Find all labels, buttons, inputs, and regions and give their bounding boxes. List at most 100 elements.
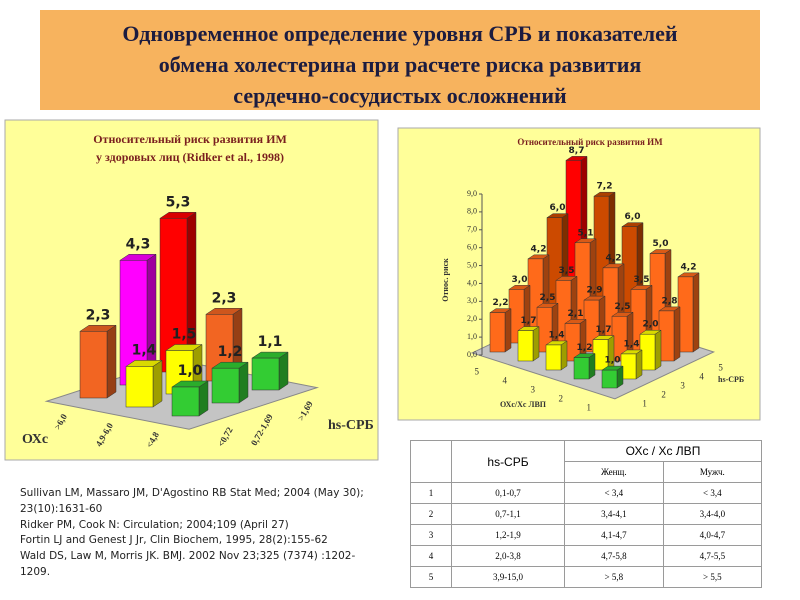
y-axis-label: Относ. риск xyxy=(441,258,450,302)
value-label: 6,0 xyxy=(550,203,566,213)
value-label: 4,2 xyxy=(606,253,622,263)
cell: 3 xyxy=(410,524,452,546)
bar xyxy=(125,366,154,408)
cell: 1,2-1,9 xyxy=(451,524,565,546)
title-line: Одновременное определение уровня СРБ и п… xyxy=(122,21,677,46)
bar xyxy=(601,369,618,389)
value-label: 2,1 xyxy=(568,309,584,319)
value-label: 2,5 xyxy=(540,293,556,303)
value-label: 6,0 xyxy=(625,212,641,222)
bar xyxy=(171,386,200,417)
chart-title: у здоровых лиц (Ridker et al., 1998) xyxy=(96,150,284,164)
chart-title: Относительный риск развития ИМ xyxy=(517,137,663,147)
value-label: 2,3 xyxy=(86,307,111,323)
value-label: 1,4 xyxy=(132,342,157,358)
cell: 4,1-4,7 xyxy=(564,524,664,546)
value-label: 5,1 xyxy=(578,228,594,238)
value-label: 2,0 xyxy=(643,320,659,330)
y-tick-label: 8,0 xyxy=(467,207,477,216)
bar-side xyxy=(106,324,117,399)
cell: 4,7-5,5 xyxy=(662,545,763,567)
cell: 4 xyxy=(410,545,452,567)
value-label: 1,2 xyxy=(218,344,243,360)
depth-tick-label: 1 xyxy=(642,398,647,408)
chart-title: Относительный риск развития ИМ xyxy=(93,132,287,146)
value-label: 1,0 xyxy=(178,363,203,379)
header-cell: ОХс / Хс ЛВП xyxy=(564,440,762,462)
value-label: 2,3 xyxy=(212,290,237,306)
references: Sullivan LM, Massaro JM, D'Agostino RB S… xyxy=(20,486,382,581)
value-label: 5,3 xyxy=(166,194,191,210)
value-label: 1,7 xyxy=(596,325,612,335)
value-label: 1,4 xyxy=(549,330,565,340)
y-tick-label: 9,0 xyxy=(467,189,477,198)
depth-tick-label: 2 xyxy=(661,389,666,399)
reference: Wald DS, Law M, Morris JK. BMJ. 2002 Nov… xyxy=(20,550,356,578)
value-label: 3,5 xyxy=(559,266,575,276)
cell: 2 xyxy=(410,503,452,525)
bar xyxy=(489,312,506,353)
y-tick-label: 2,0 xyxy=(467,314,477,323)
cell: 2,0-3,8 xyxy=(451,545,565,567)
cell: > 5,8 xyxy=(564,566,664,588)
title-line: сердечно-сосудистых осложнений xyxy=(233,83,567,108)
header-cell: hs-СРБ xyxy=(451,440,565,483)
x-axis-label: ОХс/Хс ЛВП xyxy=(500,400,547,409)
x-tick-label: 4 xyxy=(502,375,507,385)
bar xyxy=(573,357,590,380)
bar xyxy=(545,344,562,371)
bar-side xyxy=(588,353,596,380)
value-label: 4,2 xyxy=(681,262,697,272)
cell: < 3,4 xyxy=(662,482,763,504)
bar xyxy=(211,367,240,404)
cell: > 5,5 xyxy=(662,566,763,588)
bar-side xyxy=(654,329,662,371)
x-tick-label: 5 xyxy=(474,366,479,376)
y-tick-label: 4,0 xyxy=(467,278,477,287)
depth-tick-label: 4 xyxy=(699,371,704,381)
cell: 3,9-15,0 xyxy=(451,566,565,588)
x-tick-label: 2 xyxy=(558,393,563,403)
y-tick-label: 0,0 xyxy=(467,350,477,359)
bar xyxy=(517,330,534,362)
x-axis-label: ОХс xyxy=(22,432,48,447)
value-label: 2,9 xyxy=(587,286,603,296)
value-label: 1,2 xyxy=(577,343,593,353)
bar-side xyxy=(635,349,643,380)
reference: Sullivan LM, Massaro JM, D'Agostino RB S… xyxy=(20,487,364,515)
bar-side xyxy=(532,326,540,362)
value-label: 1,4 xyxy=(624,339,640,349)
reference: Ridker PM, Cook N: Circulation; 2004;109… xyxy=(20,518,289,531)
subheader-cell: Женщ. xyxy=(564,461,664,483)
value-label: 1,1 xyxy=(258,334,283,350)
cell: 3,4-4,1 xyxy=(564,503,664,525)
reference: Fortin LJ and Genest J Jr, Clin Biochem,… xyxy=(20,534,328,547)
bar-side xyxy=(504,308,512,353)
depth-tick-label: 5 xyxy=(718,362,723,372)
value-label: 8,7 xyxy=(569,146,585,156)
cell: 1 xyxy=(410,482,452,504)
value-label: 2,2 xyxy=(493,298,509,308)
bar xyxy=(79,331,108,399)
value-label: 5,0 xyxy=(653,239,669,249)
subheader-cell: Мужч. xyxy=(662,461,763,483)
value-label: 4,2 xyxy=(531,244,547,254)
cell: 3,4-4,0 xyxy=(662,503,763,525)
cell: 0,1-0,7 xyxy=(451,482,565,504)
value-label: 1,7 xyxy=(521,316,537,326)
value-label: 2,5 xyxy=(615,302,631,312)
cell xyxy=(410,440,452,483)
table: hs-СРБ ОХс / Хс ЛВП Женщ. Мужч. 1 0,1-0,7… xyxy=(410,440,763,588)
x-tick-label: 1 xyxy=(586,402,591,412)
cell: < 3,4 xyxy=(564,482,664,504)
bar-side xyxy=(673,306,681,362)
bar-side xyxy=(278,351,289,391)
depth-tick-label: 3 xyxy=(680,380,685,390)
title-line: обмена холестерина при расчете риска раз… xyxy=(159,52,642,77)
y-tick-label: 5,0 xyxy=(467,260,477,269)
y-tick-label: 1,0 xyxy=(467,332,477,341)
cell: 0,7-1,1 xyxy=(451,503,565,525)
cell: 4,0-4,7 xyxy=(662,524,763,546)
